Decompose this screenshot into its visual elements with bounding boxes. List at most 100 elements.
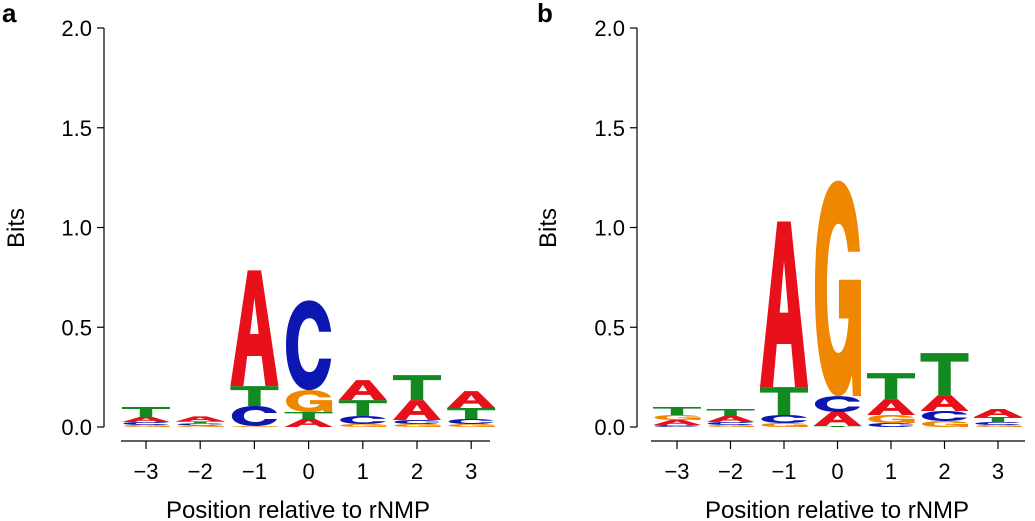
logo-letter-g: [448, 424, 495, 427]
x-tick-label: 3: [992, 459, 1004, 484]
logo-letter-g: [814, 180, 862, 397]
logo-stack: [230, 270, 279, 427]
logo-letter-a: [122, 417, 170, 423]
logo-letter-a: [393, 400, 441, 421]
logo-letter-a: [338, 380, 387, 401]
x-tick-label: 2: [411, 459, 423, 484]
logo-letter-g: [761, 423, 808, 427]
logo-letter-g: [123, 425, 170, 427]
logo-stack: [867, 373, 915, 427]
y-tick-label: 1.0: [594, 216, 625, 241]
y-tick-label: 0.0: [594, 415, 625, 440]
x-tick-label: 0: [302, 459, 314, 484]
y-axis-title-a: Bits: [3, 208, 30, 248]
logo-letter-a: [284, 419, 333, 427]
axis-ticks-b: 0.0 0.5 1.0 1.5 2.0 −3 −2 −1 0 1 2 3: [594, 16, 1025, 484]
logo-letter-t: [176, 421, 225, 424]
logo-letter-g: [868, 415, 915, 424]
logo-letter-t: [447, 408, 496, 420]
x-axis-title-a: Position relative to rNMP: [166, 497, 430, 521]
panel-label-b: b: [537, 0, 553, 28]
logo-letter-a: [447, 391, 496, 409]
logo-stack: [760, 221, 808, 427]
y-tick-label: 0.5: [594, 315, 625, 340]
logo-stack: [706, 409, 755, 427]
logo-letter-c: [340, 416, 386, 425]
logo-letter-c: [448, 419, 494, 425]
x-tick-label: 0: [831, 459, 843, 484]
logo-letter-a: [653, 420, 701, 426]
logo-letter-a: [760, 221, 808, 388]
x-tick-label: −2: [188, 459, 213, 484]
logo-letter-c: [868, 423, 914, 427]
logo-letter-c: [761, 415, 807, 424]
logo-letter-c: [654, 425, 700, 427]
y-tick-label: 2.0: [594, 16, 625, 41]
logo-letter-g: [231, 426, 278, 427]
logo-letter-c: [394, 420, 440, 425]
logo-letter-t: [867, 373, 915, 400]
logo-letter-t: [230, 386, 279, 407]
y-axis-title-b: Bits: [535, 208, 562, 248]
logo-stacks-a: [122, 270, 496, 427]
x-tick-label: −3: [133, 459, 158, 484]
logo-letter-a: [867, 399, 915, 416]
logo-letter-a: [974, 409, 1022, 418]
logo-letter-g: [654, 415, 701, 421]
logo-stack: [974, 409, 1022, 427]
x-tick-label: 1: [357, 459, 369, 484]
logo-letter-c: [231, 406, 277, 427]
logo-letter-a: [176, 416, 225, 422]
y-tick-label: 1.5: [61, 116, 92, 141]
logo-letter-c: [286, 300, 332, 391]
logo-stacks-b: [653, 180, 1022, 427]
logo-stack: [813, 180, 862, 427]
logo-letter-g: [921, 421, 969, 427]
logo-letter-c: [123, 422, 169, 426]
y-tick-label: 0.0: [61, 415, 92, 440]
x-tick-label: 1: [885, 459, 897, 484]
logo-stack: [122, 407, 170, 427]
panel-label-a: a: [2, 0, 17, 28]
x-axis-title-b: Position relative to rNMP: [705, 497, 969, 521]
y-tick-label: 0.5: [61, 315, 92, 340]
logo-letter-g: [394, 424, 441, 427]
logo-stack: [920, 353, 969, 427]
logo-stack: [284, 300, 333, 427]
logo-letter-g: [340, 424, 387, 427]
logo-letter-g: [975, 425, 1022, 427]
axis-ticks-a: 0.0 0.5 1.0 1.5 2.0 −3 −2 −1 0 1 2 3: [61, 16, 490, 484]
logo-letter-t: [813, 426, 862, 427]
logo-stack: [653, 407, 701, 427]
logo-letter-t: [393, 375, 441, 401]
panel-a: a Bits Position relative to rNMP 0.0 0.5 1…: [2, 0, 496, 521]
logo-letter-c: [975, 422, 1021, 426]
x-tick-label: 2: [938, 459, 950, 484]
logo-letter-g: [707, 425, 755, 427]
logo-letter-c: [707, 422, 754, 426]
x-tick-label: −1: [771, 459, 796, 484]
x-tick-label: −3: [664, 459, 689, 484]
logo-letter-g: [286, 390, 333, 413]
logo-letter-a: [920, 395, 969, 412]
logo-letter-t: [974, 417, 1022, 423]
logo-letter-a: [813, 412, 862, 427]
y-tick-label: 1.0: [61, 216, 92, 241]
logo-letter-t: [122, 407, 170, 418]
x-tick-label: 3: [465, 459, 477, 484]
logo-letter-a: [230, 270, 279, 387]
y-tick-label: 2.0: [61, 16, 92, 41]
logo-letter-t: [920, 353, 969, 396]
logo-letter-t: [760, 387, 808, 416]
x-tick-label: −2: [718, 459, 743, 484]
logo-letter-a: [706, 416, 755, 423]
logo-letter-t: [338, 400, 387, 417]
logo-letter-t: [653, 407, 701, 416]
logo-stack: [338, 380, 387, 427]
logo-letter-t: [706, 409, 755, 417]
logo-letter-c: [814, 396, 861, 413]
logo-letter-c: [921, 411, 968, 422]
logo-stack: [393, 375, 441, 427]
logo-stack: [176, 416, 225, 427]
